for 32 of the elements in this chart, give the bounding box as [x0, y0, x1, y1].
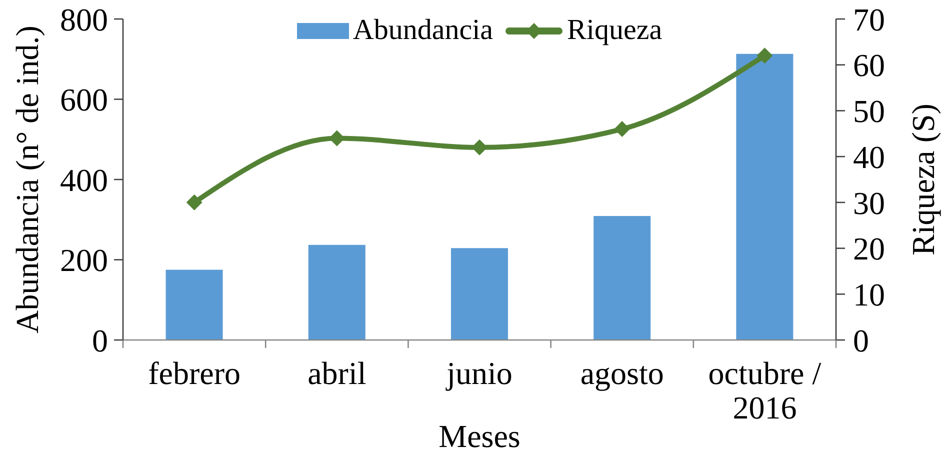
x-tick-label: febrero: [148, 355, 240, 391]
y2-tick-label: 50: [853, 93, 885, 130]
x-tick-label: abril: [308, 355, 366, 391]
point: [614, 121, 630, 138]
y-tick-label: 200: [60, 242, 108, 278]
y2-tick-label: 20: [853, 230, 885, 267]
bar: [594, 216, 651, 340]
point: [186, 194, 202, 210]
y2-tick-label: 70: [853, 1, 885, 38]
x-tick-label: agosto: [580, 355, 664, 391]
y-tick-label: 400: [60, 162, 108, 198]
legend-label: Abundancia: [352, 14, 494, 46]
x-tick-label: octubre / 2016: [708, 355, 822, 426]
y-tick-label: 800: [60, 1, 108, 38]
bar: [166, 270, 223, 340]
y-axis-title: Abundancia (n° de ind.): [9, 26, 45, 334]
y-tick-label: 0: [92, 322, 108, 358]
legend-label: Riqueza: [567, 14, 662, 46]
y2-tick-label: 60: [853, 47, 885, 84]
x-tick-label: junio: [446, 355, 512, 391]
y2-axis-title: Riqueza (S): [905, 104, 941, 256]
point: [472, 139, 488, 156]
y2-tick-label: 10: [853, 276, 885, 313]
bar: [450, 248, 508, 340]
y2-tick-label: 40: [853, 138, 885, 175]
y2-tick-label: 30: [853, 184, 885, 221]
x-axis-title: Meses: [438, 418, 520, 451]
y2-tick-label: 0: [853, 322, 869, 358]
bar: [308, 244, 366, 340]
bar: [736, 54, 794, 340]
y-tick-label: 600: [60, 82, 108, 118]
point: [756, 48, 773, 64]
